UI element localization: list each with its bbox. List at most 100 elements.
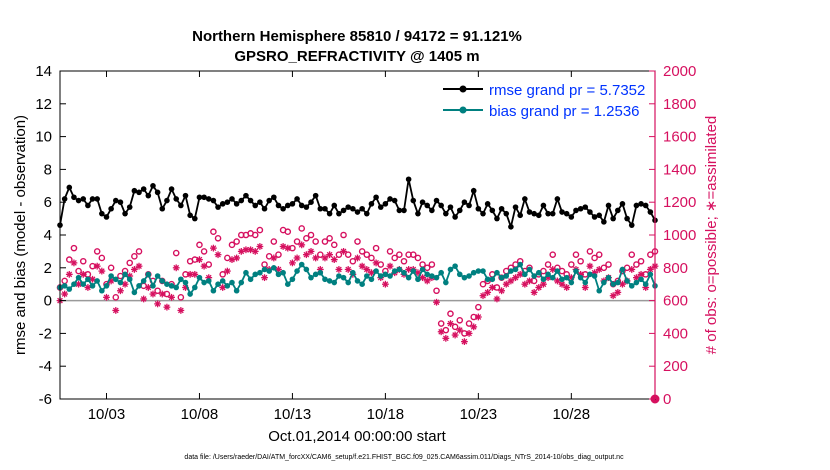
obs-possible-marker: [233, 238, 240, 245]
rmse-marker: [66, 184, 73, 191]
obs-assimilated-marker: [237, 248, 245, 255]
obs-assimilated-marker: [498, 287, 506, 295]
obs-assimilated-marker: [451, 331, 459, 339]
rmse-marker: [424, 202, 431, 209]
y-tick-label-left: 4: [44, 227, 52, 244]
rmse-marker: [456, 207, 463, 214]
legend: rmse grand pr = 5.7352 bias grand pr = 1…: [437, 79, 648, 121]
rmse-marker: [159, 205, 166, 212]
y-tick-label-left: 12: [35, 96, 52, 113]
obs-possible-marker: [647, 251, 654, 258]
rmse-marker: [136, 189, 142, 196]
obs-possible-marker: [540, 267, 547, 275]
obs-assimilated-marker: [261, 274, 268, 282]
obs-possible-marker: [293, 238, 301, 245]
obs-possible-marker: [219, 271, 226, 278]
obs-assimilated-marker: [563, 284, 571, 291]
obs-assimilated-marker: [117, 287, 124, 295]
y-tick-label-right: 400: [663, 325, 688, 342]
obs-assimilated-marker: [586, 262, 594, 270]
legend-bias-label: bias grand pr = 1.2536: [489, 103, 640, 120]
rmse-marker: [103, 214, 110, 220]
bias-marker: [484, 276, 491, 283]
rmse-marker: [298, 202, 305, 209]
obs-assimilated-marker: [154, 300, 162, 308]
rmse-marker: [252, 202, 259, 209]
obs-assimilated-marker: [103, 293, 110, 301]
obs-possible-marker: [275, 251, 282, 258]
obs-assimilated-marker: [507, 277, 515, 285]
obs-possible-marker: [177, 294, 185, 301]
bias-marker: [187, 291, 193, 297]
obs-possible-marker: [456, 316, 464, 324]
obs-possible-marker: [196, 241, 203, 249]
chart-title: Northern Hemisphere 85810 / 94172 = 91.1…: [192, 28, 522, 45]
rmse-marker: [345, 204, 352, 210]
rmse-marker: [122, 210, 128, 217]
obs-assimilated-marker: [465, 330, 473, 337]
obs-possible-marker: [577, 257, 584, 265]
bias-marker: [85, 276, 91, 283]
rmse-marker: [257, 199, 263, 205]
obs-assimilated-marker: [535, 284, 543, 291]
obs-possible-marker: [131, 253, 138, 260]
rmse-marker: [154, 189, 161, 196]
rmse-marker: [582, 204, 589, 210]
bias-marker: [233, 287, 240, 294]
bias-marker: [596, 287, 603, 294]
obs-possible-marker: [154, 287, 161, 295]
bias-marker: [568, 279, 575, 286]
bias-marker: [126, 276, 133, 283]
bias-marker: [219, 278, 226, 284]
obs-possible-marker: [307, 231, 315, 239]
obs-possible-marker: [340, 231, 347, 239]
rmse-marker: [322, 205, 328, 212]
obs-assimilated-marker: [140, 295, 148, 303]
bias-marker: [196, 274, 203, 281]
rmse-marker: [224, 199, 231, 205]
obs-assimilated-marker: [614, 289, 622, 296]
obs-possible-marker: [135, 248, 143, 255]
rmse-marker: [382, 201, 389, 207]
obs-assimilated-marker: [405, 266, 413, 273]
rmse-marker: [168, 186, 175, 192]
footer-data-file: data file: /Users/raeder/DAI/ATM_forcXX/…: [184, 454, 624, 461]
obs-possible-marker: [633, 261, 640, 268]
rmse-marker: [80, 196, 87, 202]
rmse-marker: [489, 207, 496, 214]
rmse-marker: [401, 207, 407, 214]
bias-marker: [577, 274, 584, 281]
bias-marker: [587, 271, 593, 278]
obs-assimilated-marker: [372, 259, 380, 267]
obs-assimilated-marker: [223, 267, 231, 275]
obs-assimilated-marker: [98, 267, 106, 275]
bias-marker: [103, 283, 110, 289]
bias-marker: [229, 279, 235, 286]
obs-assimilated-marker: [168, 293, 175, 301]
rmse-marker: [419, 199, 426, 205]
rmse-marker: [410, 197, 417, 204]
obs-possible-marker: [568, 261, 575, 268]
bias-marker: [535, 269, 542, 276]
bias-marker: [591, 273, 598, 279]
obs-assimilated-marker: [419, 274, 426, 282]
rmse-marker: [438, 202, 444, 209]
obs-assimilated-marker: [581, 284, 589, 291]
bias-marker: [424, 271, 431, 278]
obs-possible-marker: [354, 238, 361, 245]
rmse-marker: [638, 201, 644, 207]
bias-marker: [433, 274, 440, 281]
bias-marker: [382, 271, 389, 278]
rmse-marker: [192, 215, 198, 222]
legend-bias-marker: [459, 106, 467, 114]
obs-assimilated-marker: [144, 284, 152, 291]
obs-assimilated-marker: [456, 326, 464, 334]
obs-possible-marker: [479, 280, 487, 288]
obs-assimilated-marker: [121, 280, 129, 288]
obs-assimilated-marker: [493, 295, 501, 303]
obs-possible-marker: [317, 251, 324, 258]
obs-assimilated-marker: [251, 248, 259, 255]
rmse-marker: [605, 202, 612, 209]
bias-marker: [280, 269, 286, 276]
rmse-marker: [624, 215, 630, 222]
